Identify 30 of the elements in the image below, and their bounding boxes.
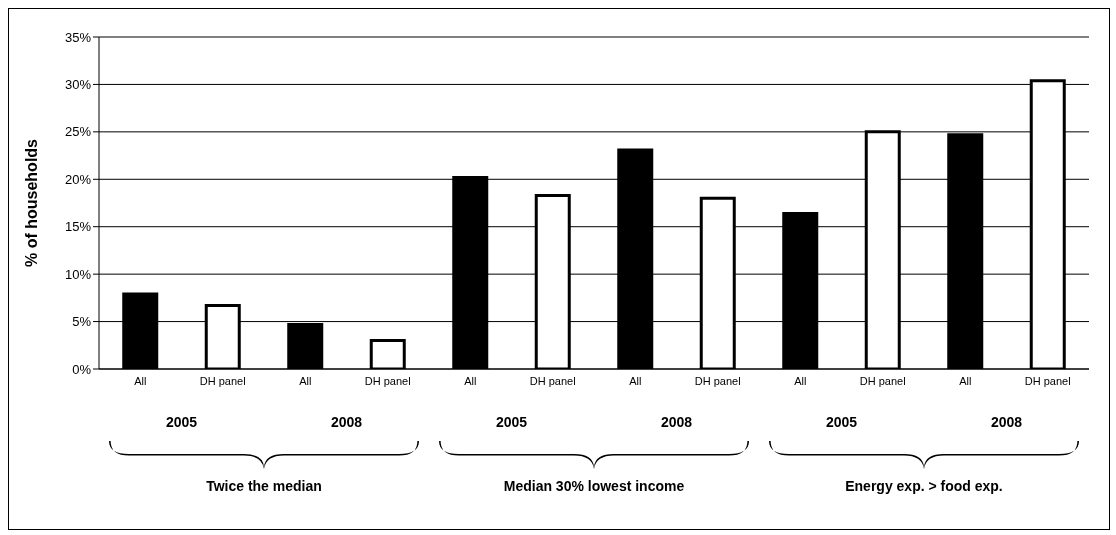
x-tick-label: All xyxy=(464,374,477,387)
text: 2008 xyxy=(330,414,363,430)
x-tick-label: DH panel xyxy=(694,374,741,387)
y-tick-label: 5% xyxy=(72,314,92,330)
x-tick-label: DH panel xyxy=(1024,374,1071,387)
text: 2005 xyxy=(165,414,198,430)
x-tick-label: DH panel xyxy=(199,374,246,387)
x-tick-label: DH panel xyxy=(859,374,906,387)
x-tick-label: DH panel xyxy=(529,374,576,387)
text: 2008 xyxy=(660,414,693,430)
x-tick-label: All xyxy=(794,374,807,387)
text: 2005 xyxy=(825,414,858,430)
text: Median 30% lowest income xyxy=(503,478,685,494)
y-axis-title: % of households xyxy=(22,138,40,267)
y-tick-label: 25% xyxy=(64,124,92,140)
y-tick-label: 15% xyxy=(64,219,92,235)
y-tick-label: 20% xyxy=(64,171,92,187)
x-tick-label: All xyxy=(629,374,642,387)
text: Twice the median xyxy=(206,478,322,494)
text: 2005 xyxy=(495,414,528,430)
x-tick-label: All xyxy=(959,374,972,387)
y-tick-label: 35% xyxy=(64,29,92,45)
x-tick-label: DH panel xyxy=(364,374,411,387)
text: Energy exp. > food exp. xyxy=(845,478,1003,494)
x-tick-label: All xyxy=(299,374,312,387)
y-tick-label: 30% xyxy=(64,77,92,93)
text: 2008 xyxy=(990,414,1023,430)
x-tick-label: All xyxy=(134,374,147,387)
y-tick-label: 0% xyxy=(72,361,92,377)
y-tick-label: 10% xyxy=(64,266,92,282)
